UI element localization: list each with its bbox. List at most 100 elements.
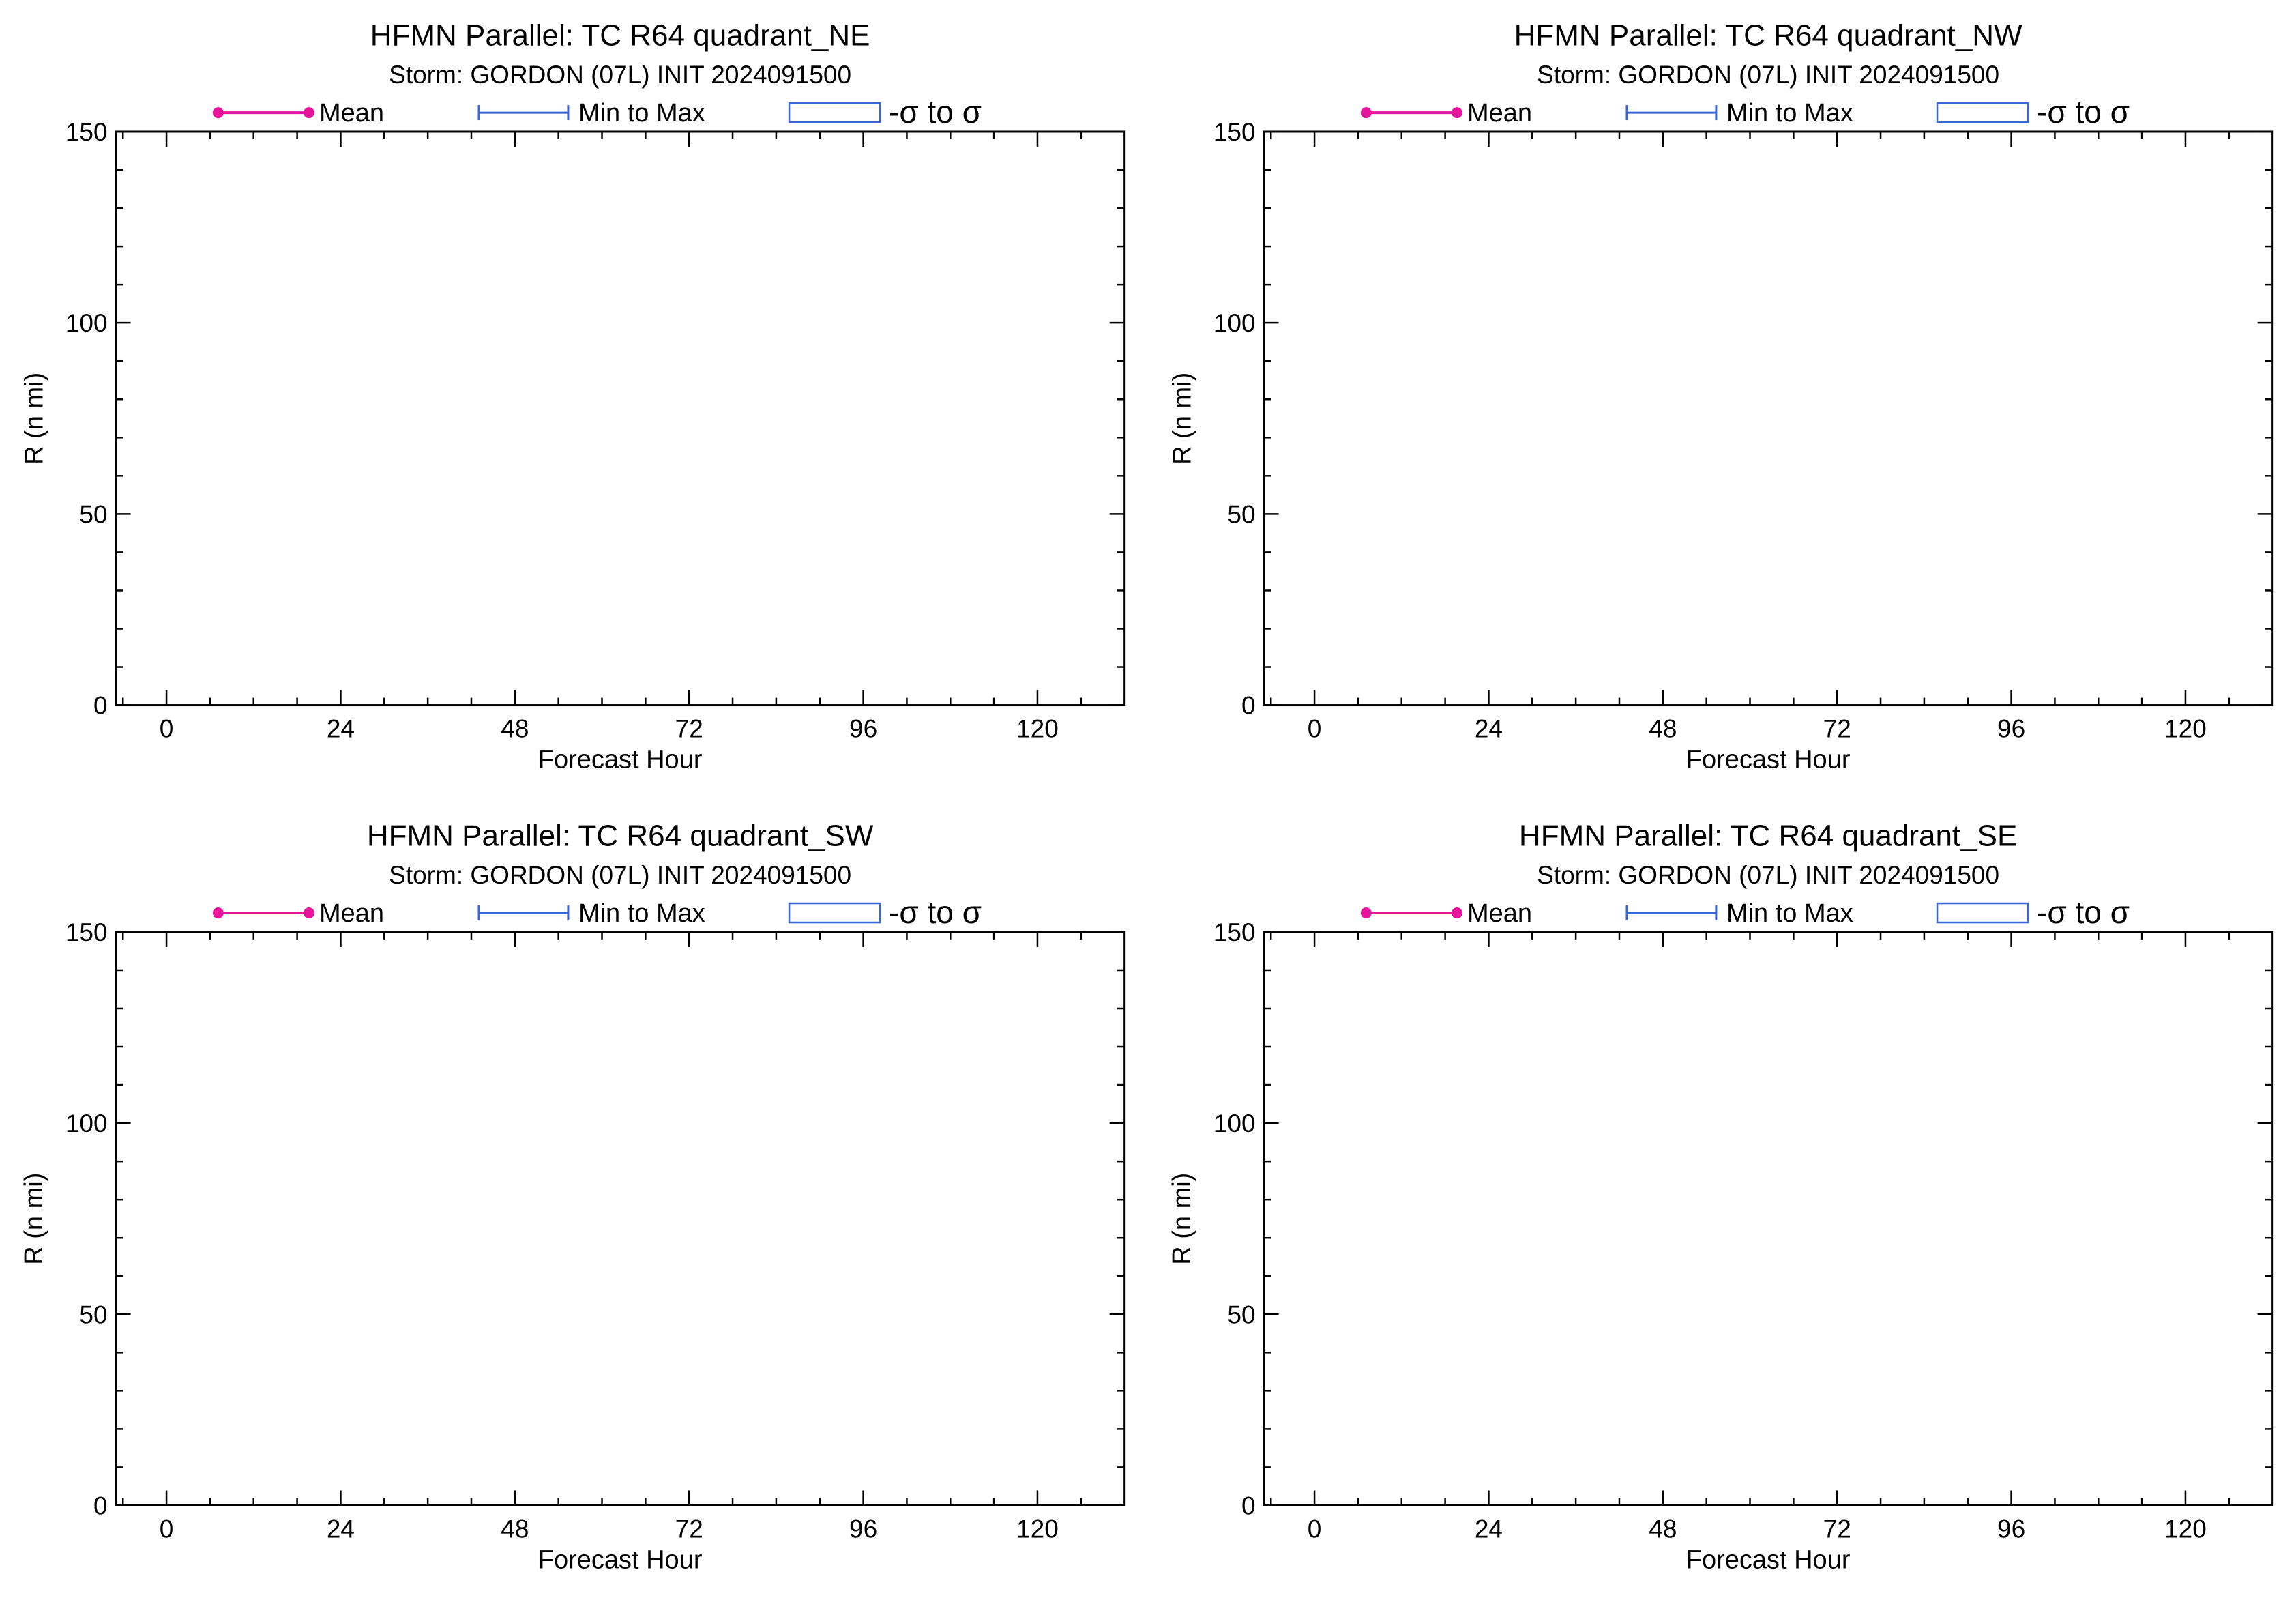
y-tick-label: 150 xyxy=(1213,118,1256,146)
chart-subtitle: Storm: GORDON (07L) INIT 2024091500 xyxy=(389,861,851,889)
legend-mean-marker xyxy=(1360,907,1372,919)
legend-label: -σ to σ xyxy=(2037,894,2130,930)
x-tick-label: 72 xyxy=(675,715,703,743)
legend-label: Min to Max xyxy=(1726,899,1853,928)
chart-subtitle: Storm: GORDON (07L) INIT 2024091500 xyxy=(389,61,851,89)
legend-item: Mean xyxy=(1360,99,1532,128)
y-axis-label: R (n mi) xyxy=(20,373,48,465)
legend-mean-marker xyxy=(1451,907,1462,919)
x-tick-label: 120 xyxy=(2164,715,2207,743)
legend-label: -σ to σ xyxy=(2037,94,2130,130)
chart-title: HFMN Parallel: TC R64 quadrant_NW xyxy=(1514,18,2022,52)
legend-item: Mean xyxy=(1360,899,1532,928)
legend-item: Min to Max xyxy=(477,899,705,928)
x-tick-label: 120 xyxy=(1016,1515,1059,1543)
x-tick-label: 0 xyxy=(160,1515,174,1543)
legend-mean-marker xyxy=(303,907,314,919)
y-tick-label: 50 xyxy=(1227,500,1255,528)
x-tick-label: 96 xyxy=(1997,1515,2025,1543)
legend-mean-marker xyxy=(1360,107,1372,119)
legend-mean-marker xyxy=(212,907,224,919)
legend-label: Mean xyxy=(319,899,384,928)
legend-item: -σ to σ xyxy=(788,894,982,930)
plot-area xyxy=(1263,130,2274,707)
x-tick-label: 48 xyxy=(501,715,529,743)
legend-label: Mean xyxy=(319,99,384,128)
legend-item: Min to Max xyxy=(477,99,705,128)
legend-item: Min to Max xyxy=(1625,99,1853,128)
legend-item: Mean xyxy=(212,899,384,928)
y-tick-label: 100 xyxy=(1213,1109,1256,1137)
legend-sigma-box xyxy=(1936,102,2029,123)
legend-label: -σ to σ xyxy=(889,894,982,930)
legend-label: Mean xyxy=(1467,899,1532,928)
x-axis-label: Forecast Hour xyxy=(538,746,703,774)
y-tick-label: 50 xyxy=(79,1300,107,1328)
x-tick-label: 0 xyxy=(1308,1515,1322,1543)
x-tick-label: 24 xyxy=(1475,1515,1503,1543)
x-tick-label: 120 xyxy=(1016,715,1059,743)
y-tick-label: 150 xyxy=(65,118,108,146)
legend-label: Min to Max xyxy=(578,99,705,128)
x-tick-label: 96 xyxy=(1997,715,2025,743)
y-tick-label: 0 xyxy=(93,1491,108,1519)
x-axis-label: Forecast Hour xyxy=(538,1545,703,1574)
legend-label: Min to Max xyxy=(1726,99,1853,128)
x-tick-label: 72 xyxy=(675,1515,703,1543)
x-axis-label: Forecast Hour xyxy=(1686,746,1851,774)
legend-sigma-box xyxy=(1936,902,2029,924)
plot-area xyxy=(115,931,1126,1506)
y-axis-label: R (n mi) xyxy=(1168,373,1196,465)
y-tick-label: 50 xyxy=(79,500,107,528)
chart-panel: HFMN Parallel: TC R64 quadrant_NE Storm: … xyxy=(20,18,1126,774)
chart-title: HFMN Parallel: TC R64 quadrant_NE xyxy=(370,18,870,52)
chart-subtitle: Storm: GORDON (07L) INIT 2024091500 xyxy=(1537,61,1999,89)
legend-label: Min to Max xyxy=(578,899,705,928)
legend-mean-marker xyxy=(212,107,224,119)
chart-title: HFMN Parallel: TC R64 quadrant_SW xyxy=(367,819,874,852)
legend-item: -σ to σ xyxy=(1936,894,2130,930)
legend-label: Mean xyxy=(1467,99,1532,128)
legend-mean-marker xyxy=(1451,107,1462,119)
legend-mean-marker xyxy=(303,107,314,119)
legend-label: -σ to σ xyxy=(889,94,982,130)
y-tick-label: 150 xyxy=(1213,918,1256,946)
y-tick-label: 100 xyxy=(65,1109,108,1137)
x-tick-label: 24 xyxy=(327,1515,355,1543)
plot-area xyxy=(1263,931,2274,1506)
y-tick-label: 0 xyxy=(93,692,108,720)
y-axis-label: R (n mi) xyxy=(1168,1173,1196,1265)
legend-item: -σ to σ xyxy=(1936,94,2130,130)
legend-item: Mean xyxy=(212,99,384,128)
x-tick-label: 48 xyxy=(1649,715,1677,743)
x-tick-label: 48 xyxy=(501,1515,529,1543)
x-tick-label: 24 xyxy=(327,715,355,743)
x-tick-label: 96 xyxy=(849,1515,877,1543)
legend-sigma-box xyxy=(788,902,881,924)
x-tick-label: 48 xyxy=(1649,1515,1677,1543)
x-tick-label: 120 xyxy=(2164,1515,2207,1543)
y-tick-label: 150 xyxy=(65,918,108,946)
chart-panel: HFMN Parallel: TC R64 quadrant_SE Storm: … xyxy=(1168,819,2274,1574)
x-tick-label: 72 xyxy=(1823,715,1851,743)
chart-panel: HFMN Parallel: TC R64 quadrant_NW Storm: … xyxy=(1168,18,2274,774)
legend-item: -σ to σ xyxy=(788,94,982,130)
legend-item: Min to Max xyxy=(1625,899,1853,928)
x-tick-label: 24 xyxy=(1475,715,1503,743)
x-tick-label: 0 xyxy=(160,715,174,743)
y-tick-label: 100 xyxy=(65,309,108,337)
plot-area xyxy=(115,130,1126,707)
chart-subtitle: Storm: GORDON (07L) INIT 2024091500 xyxy=(1537,861,1999,889)
y-axis-label: R (n mi) xyxy=(20,1173,48,1265)
y-tick-label: 50 xyxy=(1227,1300,1255,1328)
x-tick-label: 96 xyxy=(849,715,877,743)
y-tick-label: 100 xyxy=(1213,309,1256,337)
x-tick-label: 0 xyxy=(1308,715,1322,743)
legend-sigma-box xyxy=(788,102,881,123)
x-axis-label: Forecast Hour xyxy=(1686,1545,1851,1574)
chart-panel: HFMN Parallel: TC R64 quadrant_SW Storm: … xyxy=(20,819,1126,1574)
y-tick-label: 0 xyxy=(1241,1491,1256,1519)
y-tick-label: 0 xyxy=(1241,692,1256,720)
chart-title: HFMN Parallel: TC R64 quadrant_SE xyxy=(1519,819,2017,852)
x-tick-label: 72 xyxy=(1823,1515,1851,1543)
